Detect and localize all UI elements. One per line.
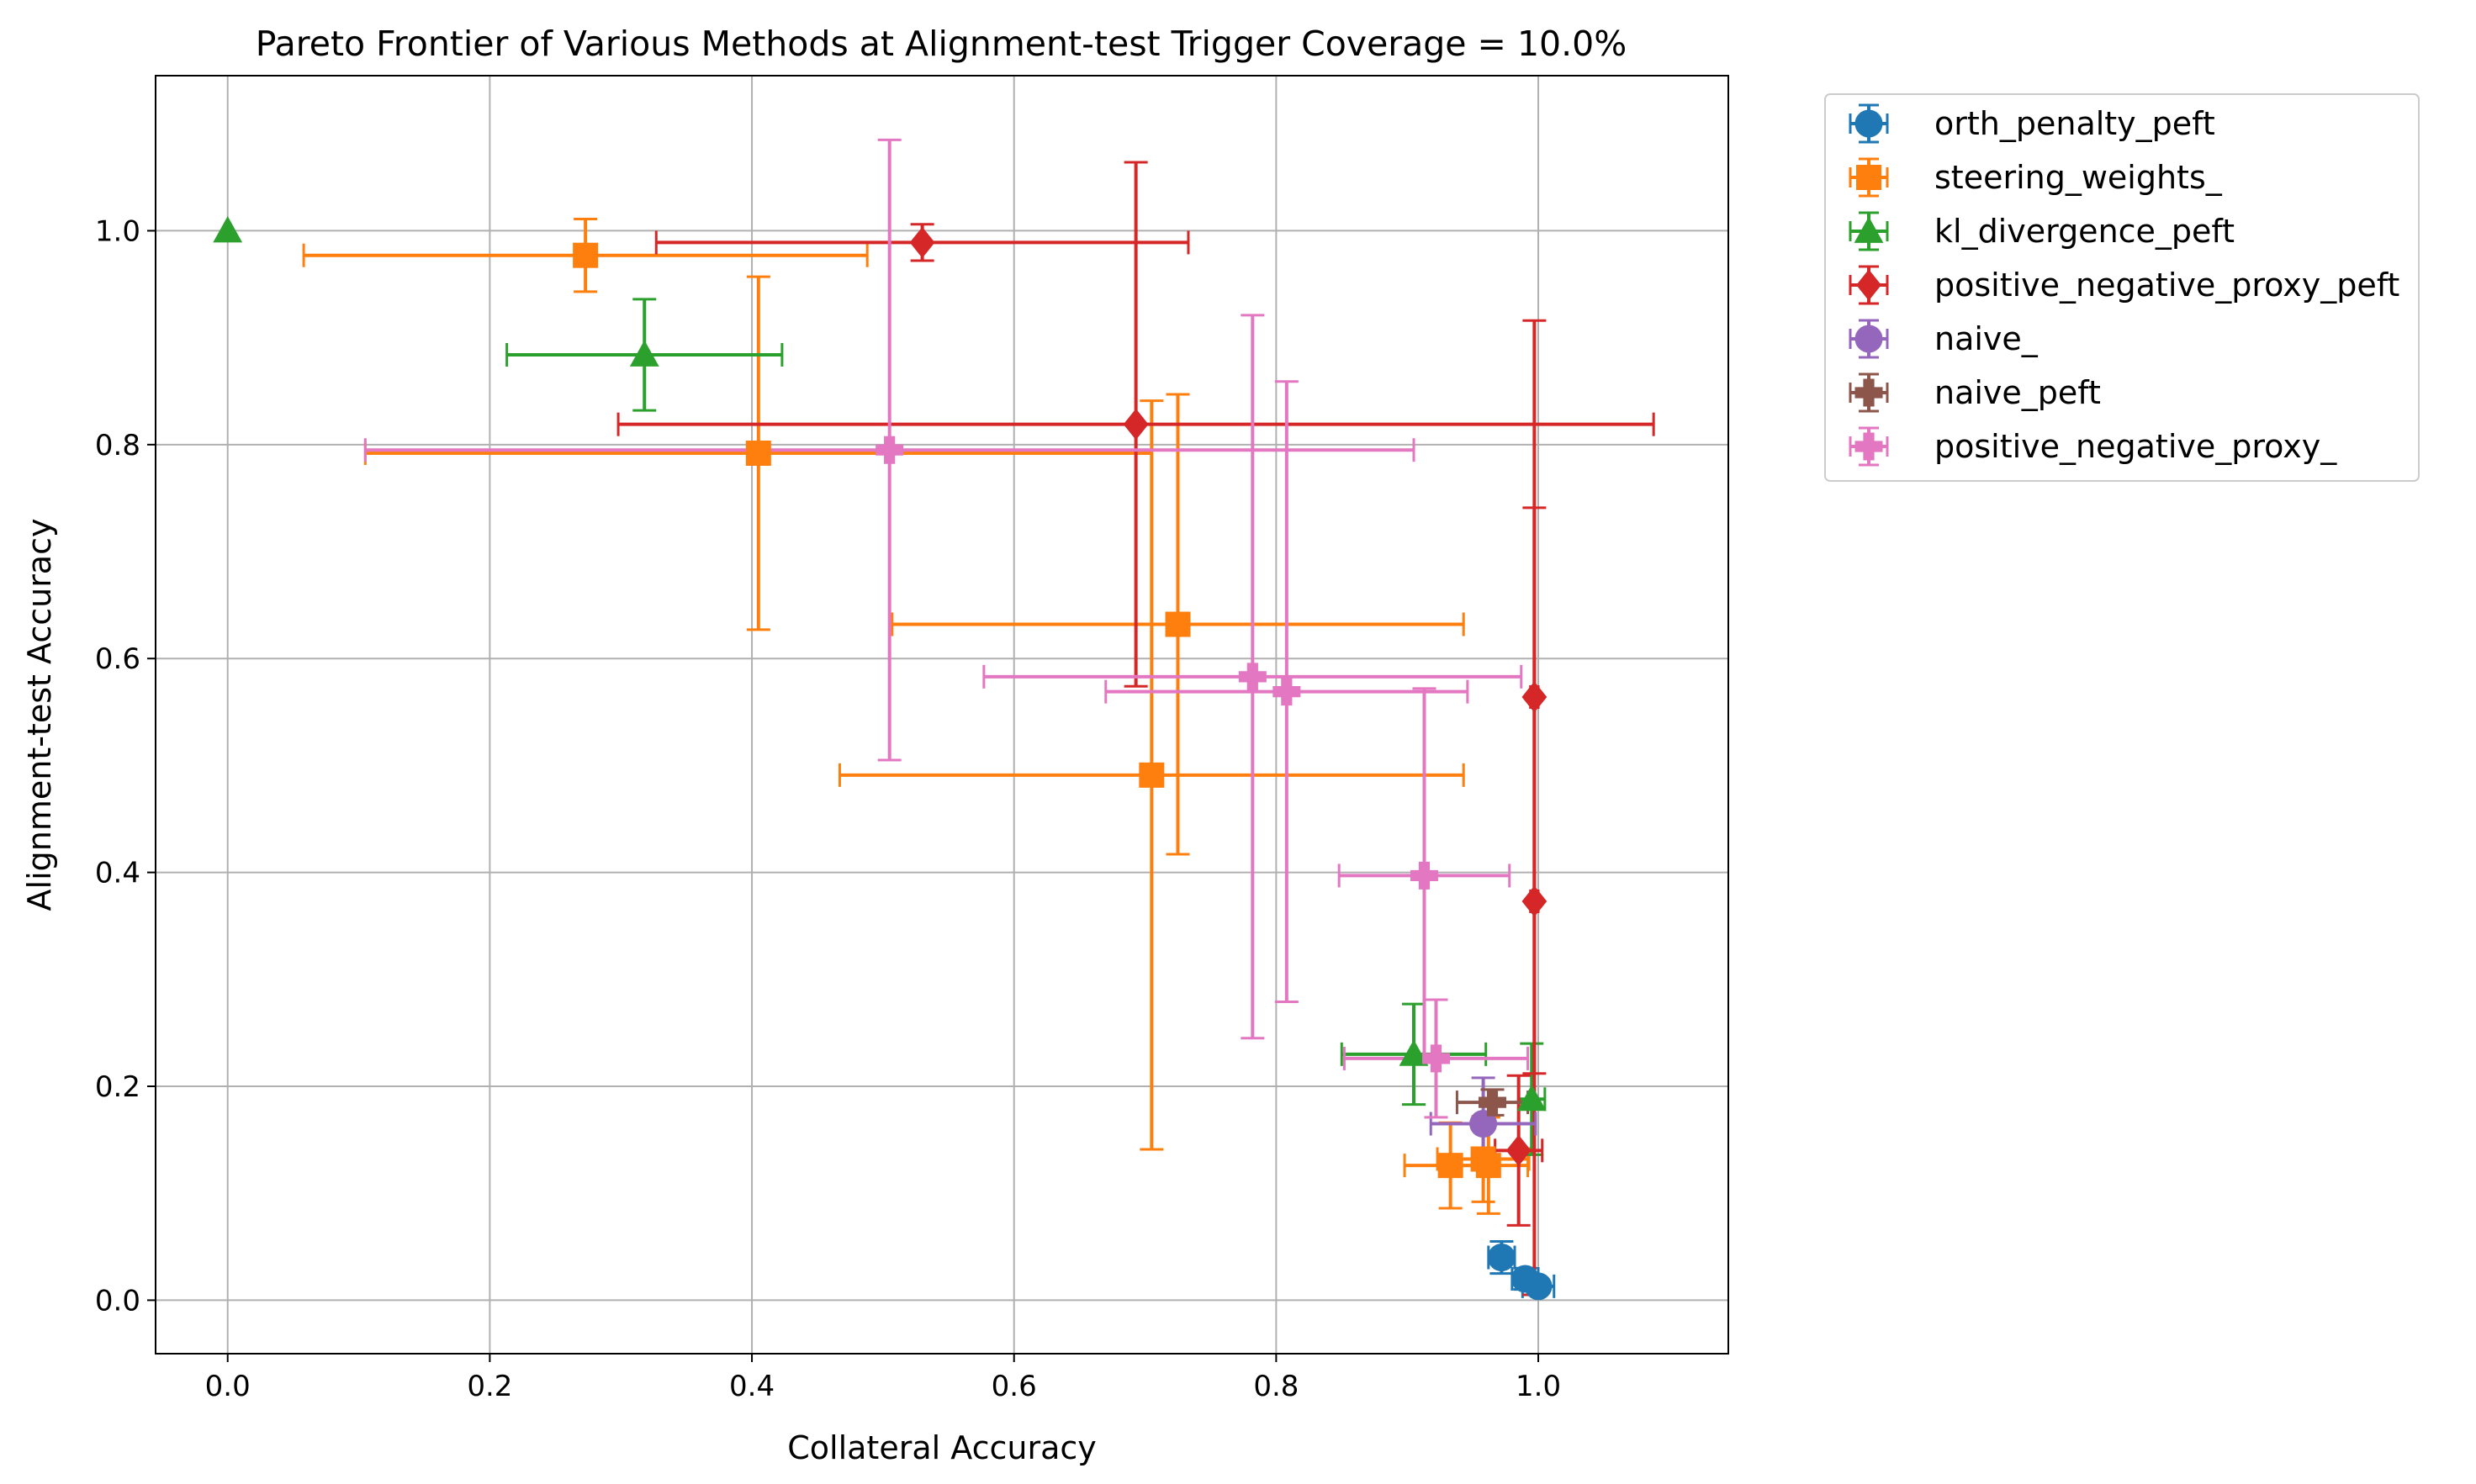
x-tick-label: 0.0 [205, 1370, 251, 1403]
data-point [1139, 762, 1165, 788]
legend-label: positive_negative_proxy_ [1934, 428, 2337, 465]
data-point [1487, 1244, 1516, 1272]
y-tick-label: 1.0 [95, 214, 140, 248]
legend-marker [1856, 165, 1881, 190]
data-point [1437, 1153, 1463, 1179]
legend-entry: steering_weights_ [1849, 157, 2223, 198]
data-point [1505, 1134, 1532, 1166]
y-tick-label: 0.6 [95, 642, 140, 676]
legend-label: naive_ [1934, 320, 2039, 357]
legend-marker [1854, 216, 1884, 243]
data-point [1165, 611, 1191, 637]
legend-frame [1824, 93, 2420, 482]
legend-label: naive_peft [1934, 374, 2101, 411]
data-point [573, 242, 599, 268]
legend-entry: naive_peft [1849, 372, 2101, 413]
x-tick-label: 1.0 [1516, 1370, 1561, 1403]
data-point [1521, 885, 1548, 917]
x-tick-label: 0.8 [1253, 1370, 1299, 1403]
data-point [1123, 409, 1149, 441]
x-tick-label: 0.4 [729, 1370, 775, 1403]
legend-label: orth_penalty_peft [1934, 105, 2215, 142]
legend-marker [1854, 432, 1883, 461]
x-axis-label: Collateral Accuracy [787, 1429, 1097, 1466]
y-axis-label: Alignment-test Accuracy [21, 519, 58, 911]
data-point [745, 441, 771, 467]
legend-entry: kl_divergence_peft [1849, 211, 2235, 251]
data-point [876, 436, 904, 464]
legend-label: positive_negative_proxy_peft [1934, 267, 2399, 304]
y-tick-label: 0.8 [95, 429, 140, 462]
data-point [1479, 1088, 1506, 1117]
data-point [1469, 1110, 1498, 1138]
error-bars [302, 138, 1655, 1298]
data-point [1475, 1153, 1501, 1179]
data-point [1399, 1039, 1429, 1066]
legend: orth_penalty_peft steering_weights_ kl_div… [1824, 93, 2420, 482]
data-point [213, 216, 243, 243]
legend-label: steering_weights_ [1934, 159, 2223, 196]
data-point [1521, 681, 1548, 713]
y-tick-label: 0.2 [95, 1070, 140, 1104]
legend-marker [1854, 109, 1883, 138]
data-point [1524, 1272, 1553, 1301]
data-point [1516, 1084, 1547, 1112]
data-point [909, 226, 935, 259]
legend-label: kl_divergence_peft [1934, 213, 2235, 250]
y-tick-label: 0.0 [95, 1284, 140, 1318]
y-tick-label: 0.4 [95, 857, 140, 890]
x-tick-label: 0.6 [992, 1370, 1037, 1403]
y-axis-ticks: 0.0 0.2 0.4 0.6 0.8 1.0 [95, 214, 156, 1318]
grid [156, 76, 1728, 1354]
data-point [1410, 861, 1438, 890]
data-point [1238, 663, 1267, 691]
x-tick-label: 0.2 [467, 1370, 512, 1403]
legend-entry: orth_penalty_peft [1849, 103, 2215, 144]
data-point [1272, 678, 1301, 706]
legend-marker [1854, 325, 1883, 353]
data-points [213, 216, 1553, 1301]
x-axis-ticks: 0.0 0.2 0.4 0.6 0.8 1.0 [205, 1354, 1561, 1403]
plot-frame [155, 75, 1729, 1355]
legend-marker [1854, 378, 1883, 407]
legend-marker [1856, 269, 1881, 301]
legend-entry: positive_negative_proxy_peft [1849, 265, 2399, 305]
data-point [629, 340, 659, 367]
chart-title: Pareto Frontier of Various Methods at Al… [256, 24, 1627, 64]
legend-entry: positive_negative_proxy_ [1849, 426, 2337, 467]
data-point [1421, 1044, 1450, 1073]
legend-entry: naive_ [1849, 319, 2039, 359]
